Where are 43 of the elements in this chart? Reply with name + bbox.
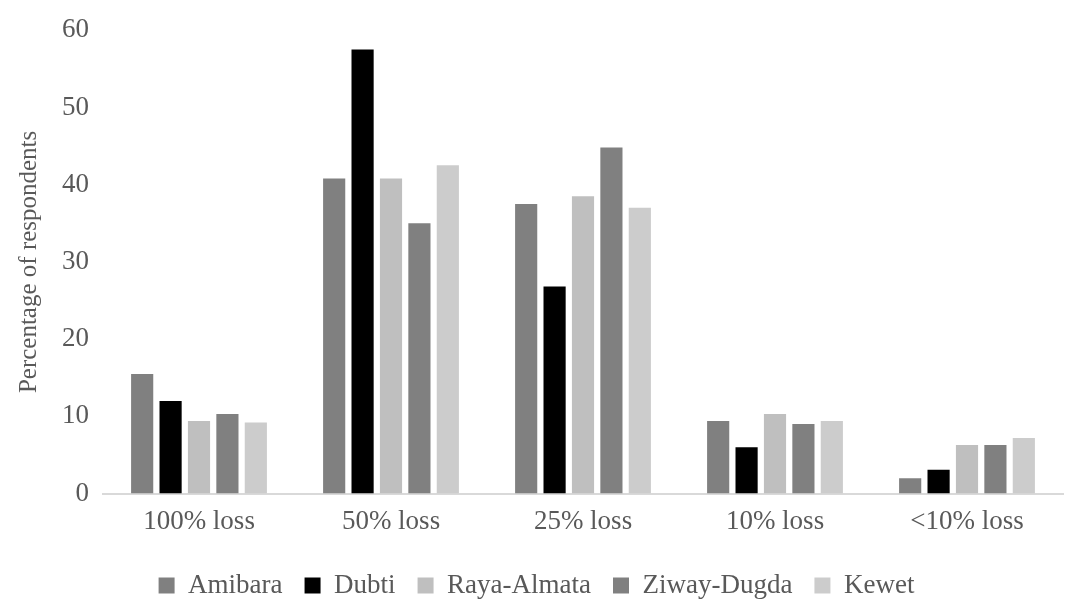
bar: [436, 165, 459, 494]
bar: [899, 478, 922, 494]
bar: [600, 147, 623, 494]
legend-label: Kewet: [843, 568, 915, 599]
y-tick-label: 0: [75, 476, 89, 507]
bar: [408, 223, 431, 494]
bar: [820, 421, 843, 494]
legend-label: Dubti: [334, 568, 396, 599]
bar: [571, 196, 595, 494]
bar: [216, 414, 239, 494]
bar: [244, 422, 267, 494]
y-tick-label: 30: [62, 244, 89, 275]
bar: [763, 414, 787, 494]
y-tick-label: 20: [62, 322, 89, 353]
bar: [628, 207, 651, 494]
bar: [1012, 437, 1035, 494]
bar: [323, 178, 346, 494]
bar: [187, 421, 211, 494]
bar: [955, 444, 979, 494]
x-tick-label: 10% loss: [725, 504, 825, 535]
legend-label: Amibara: [188, 568, 283, 599]
y-tick-label: 60: [62, 13, 89, 44]
legend-label: Ziway-Dugda: [642, 568, 793, 599]
y-axis-title: Percentage of respondents: [13, 130, 41, 394]
bar: [792, 424, 815, 494]
bar: [131, 373, 154, 494]
y-tick-label: 40: [62, 167, 89, 198]
bar: [379, 178, 403, 494]
bar: [984, 444, 1007, 494]
bar: [735, 447, 758, 494]
y-tick-label: 50: [62, 90, 89, 121]
bar: [351, 49, 374, 494]
bar: [707, 421, 730, 494]
y-tick-label: 10: [62, 399, 89, 430]
x-tick-label: <10% loss: [910, 504, 1024, 535]
x-tick-label: 50% loss: [341, 504, 441, 535]
bar: [159, 400, 182, 494]
bar: [515, 203, 538, 494]
bar: [927, 469, 950, 494]
x-tick-label: 100% loss: [143, 504, 255, 535]
x-tick-label: 25% loss: [533, 504, 633, 535]
bar: [543, 286, 566, 494]
legend-label: Raya-Almata: [447, 568, 592, 599]
